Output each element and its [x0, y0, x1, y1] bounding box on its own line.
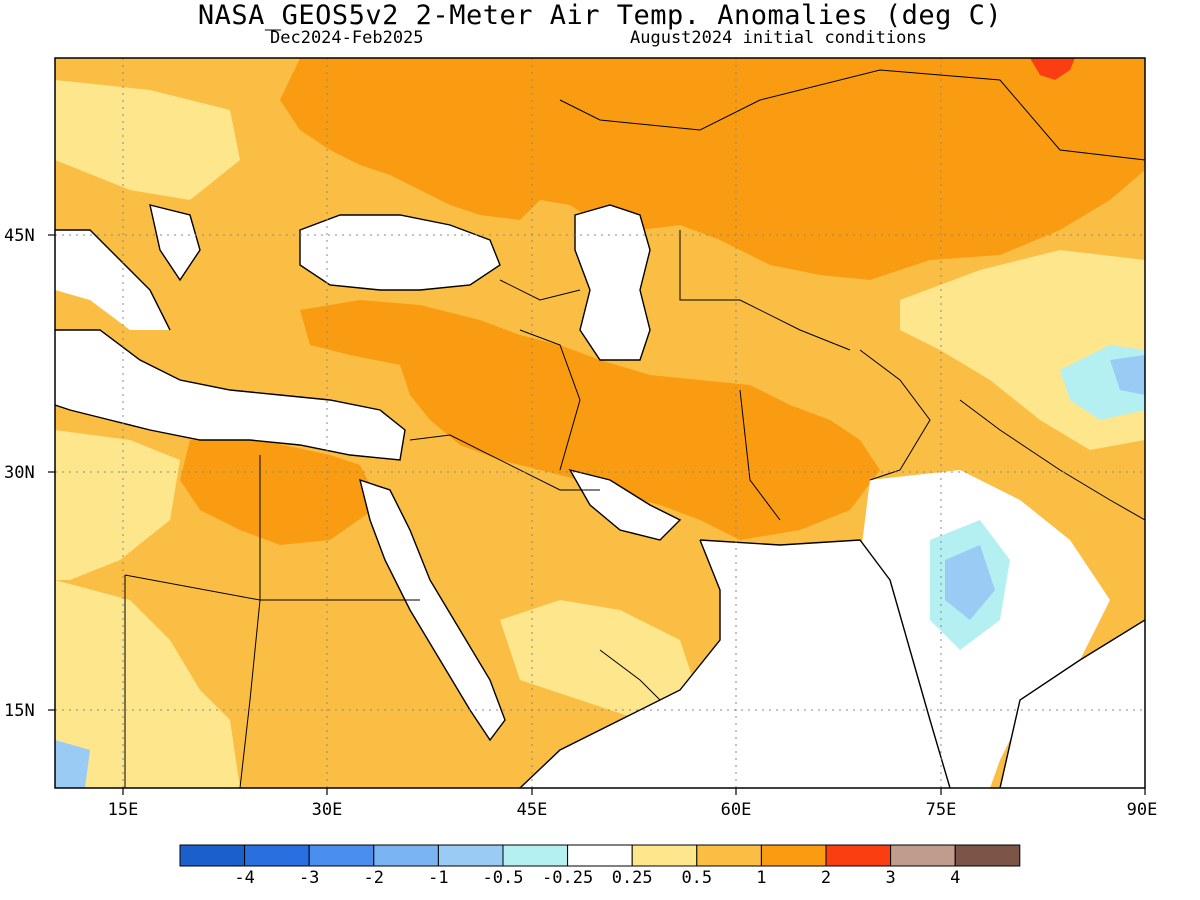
colorbar-label: 0.25 — [611, 868, 653, 888]
colorbar-label: -0.5 — [482, 868, 524, 888]
colorbar-label: -2 — [363, 868, 385, 888]
colorbar-swatch — [631, 844, 698, 867]
lon-label-30e: 30E — [312, 800, 343, 820]
tyrrhenian-sea — [55, 230, 170, 330]
colorbar-swatch — [890, 844, 956, 867]
bay-of-bengal — [1000, 620, 1145, 788]
adriatic-sea — [150, 205, 200, 280]
map-frame — [54, 57, 1146, 789]
colorbar-swatch — [179, 844, 246, 867]
lon-label-90e: 90E — [1127, 800, 1158, 820]
anomaly-fill-pale-1 — [55, 430, 180, 580]
arabian-sea — [520, 540, 950, 788]
initial-conditions: August2024 initial conditions — [630, 28, 927, 48]
colorbar-swatch — [696, 844, 762, 867]
colorbar — [179, 844, 1021, 867]
anomaly-fill-blue-india-2 — [945, 545, 995, 620]
red-sea — [360, 480, 505, 740]
caspian-sea — [575, 205, 650, 360]
anomaly-fill-blue-africa — [55, 740, 90, 788]
gridlines — [55, 58, 1145, 788]
lat-label-30n: 30N — [4, 463, 35, 483]
anomaly-fill-middle-east — [300, 300, 880, 540]
colorbar-label: 0.5 — [681, 868, 713, 888]
lon-label-45e: 45E — [517, 800, 548, 820]
colorbar-label: -0.25 — [542, 868, 594, 888]
persian-gulf — [570, 470, 680, 540]
colorbar-swatch — [308, 844, 375, 867]
colorbar-swatch — [373, 844, 439, 867]
colorbar-swatch — [760, 844, 827, 867]
lat-label-15n: 15N — [4, 701, 35, 721]
colorbar-swatch — [437, 844, 504, 867]
anomaly-fill-pale-4 — [55, 80, 240, 200]
lon-label-60e: 60E — [721, 800, 752, 820]
country-borders — [124, 69, 1145, 788]
forecast-period: Dec2024-Feb2025 — [270, 28, 424, 48]
colorbar-swatch — [567, 844, 633, 867]
black-sea — [300, 215, 500, 290]
colorbar-label: 2 — [820, 868, 832, 888]
colorbar-swatch — [825, 844, 892, 867]
anomaly-fill-egypt — [180, 440, 380, 545]
lon-label-75e: 75E — [926, 800, 957, 820]
axis-ticks — [48, 234, 1146, 795]
colorbar-swatch — [954, 844, 1021, 867]
colorbar-label: 1 — [756, 868, 767, 888]
colorbar-swatch — [502, 844, 569, 867]
anomaly-fill-red — [1030, 58, 1075, 80]
colorbar-label: -4 — [234, 868, 255, 888]
colorbar-label: 4 — [950, 868, 961, 888]
lat-label-45n: 45N — [4, 226, 35, 246]
colorbar-label: -3 — [298, 868, 320, 888]
anomaly-fill-pale-2 — [55, 580, 240, 788]
anomaly-fill-blue-tibet-2 — [1110, 355, 1145, 395]
colorbar-swatch — [244, 844, 310, 867]
map-title: NASA_GEOS5v2 2-Meter Air Temp. Anomalies… — [197, 0, 1003, 31]
colorbar-label: 3 — [885, 868, 896, 888]
lon-label-15e: 15E — [108, 800, 139, 820]
colorbar-label: -1 — [428, 868, 449, 888]
anomaly-fill-north — [280, 58, 1145, 280]
coastlines — [55, 204, 1145, 788]
